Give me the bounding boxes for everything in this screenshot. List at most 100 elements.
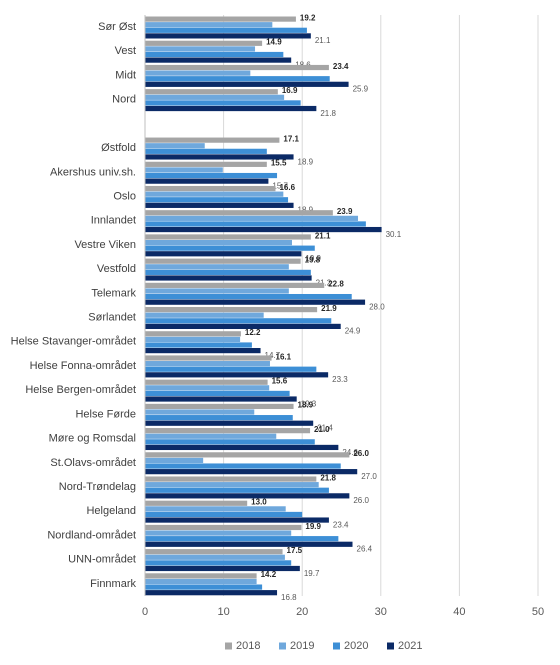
bar — [145, 154, 294, 160]
x-tick-label: 20 — [296, 606, 308, 618]
bar — [145, 226, 382, 233]
legend-label: 2018 — [236, 640, 260, 652]
bar — [145, 258, 301, 264]
data-label: 15.6 — [272, 377, 288, 386]
bar — [145, 541, 353, 547]
y-tick-label: Innlandet — [91, 215, 136, 227]
bar — [145, 16, 296, 22]
bar — [145, 318, 332, 324]
bar — [145, 76, 330, 82]
data-label: 23.4 — [333, 62, 349, 71]
data-label: 23.4 — [333, 520, 349, 529]
data-label: 22.8 — [328, 280, 344, 289]
bar — [145, 331, 241, 337]
data-label: 12.2 — [245, 328, 261, 337]
data-label: 18.9 — [298, 401, 314, 410]
data-label: 23.9 — [337, 207, 353, 216]
y-tick-label: Møre og Romsdal — [49, 433, 136, 445]
data-label: 17.1 — [283, 134, 299, 143]
x-tick-label: 0 — [142, 606, 148, 618]
bar — [145, 323, 341, 329]
bar — [145, 251, 302, 257]
bar — [145, 143, 205, 149]
x-tick-label: 40 — [453, 606, 465, 618]
y-tick-label: UNN-området — [68, 554, 136, 566]
bar — [145, 355, 272, 361]
data-label: 13.0 — [251, 498, 267, 507]
data-label: 28.0 — [369, 303, 385, 312]
bar — [145, 70, 251, 76]
y-tick-label: Østfold — [101, 142, 136, 154]
y-tick-label: Sørlandet — [88, 312, 136, 324]
bar — [145, 40, 263, 46]
bar — [145, 379, 268, 385]
y-tick-label: Nord — [112, 94, 136, 106]
bar — [145, 81, 349, 87]
bar — [145, 530, 292, 536]
bar — [145, 428, 311, 434]
data-label: 24.9 — [345, 327, 361, 336]
bar — [145, 463, 341, 469]
bar — [145, 22, 273, 28]
bar — [145, 336, 241, 343]
data-label: 19.9 — [305, 522, 321, 531]
data-label: 14.2 — [261, 570, 277, 579]
bar — [145, 444, 339, 451]
data-label: 19.9 — [305, 254, 321, 263]
data-label: 27.0 — [361, 472, 377, 481]
y-tick-label: St.Olavs-området — [50, 457, 136, 469]
bar — [145, 493, 350, 499]
bar — [145, 482, 319, 488]
bar — [145, 554, 285, 560]
data-label: 21.8 — [320, 109, 336, 118]
bar — [145, 89, 278, 95]
x-tick-label: 10 — [217, 606, 229, 618]
bar — [145, 403, 294, 410]
bar — [145, 452, 350, 458]
data-label: 16.9 — [282, 86, 298, 95]
bar — [145, 167, 223, 173]
legend-marker — [225, 642, 232, 650]
bar — [145, 234, 311, 240]
data-label: 19.2 — [300, 13, 316, 22]
bar — [145, 433, 277, 439]
bar — [145, 221, 366, 227]
bar — [145, 457, 204, 464]
y-tick-label: Finnmark — [90, 578, 136, 590]
data-label: 18.9 — [298, 157, 314, 166]
y-tick-label: Nordland-området — [47, 529, 136, 541]
bar — [145, 299, 366, 305]
bar — [145, 342, 252, 348]
bar — [145, 210, 333, 216]
bar — [145, 288, 289, 294]
bar — [145, 565, 300, 572]
bar — [145, 178, 269, 184]
y-tick-label: Vestre Viken — [74, 239, 136, 251]
data-label: 19.8 — [305, 255, 321, 264]
bar — [145, 584, 263, 590]
bar — [145, 312, 264, 318]
bar — [145, 264, 289, 270]
x-tick-label: 50 — [532, 606, 544, 618]
data-label: 26.4 — [357, 545, 373, 554]
legend-label: 2020 — [344, 640, 368, 652]
legend-label: 2019 — [290, 640, 314, 652]
bar — [145, 33, 311, 39]
bar — [145, 500, 248, 506]
data-label: 21.8 — [320, 473, 336, 482]
bar — [145, 487, 329, 493]
data-label: 14.7 — [265, 351, 281, 360]
bar — [145, 27, 307, 33]
data-label: 21.9 — [321, 304, 337, 313]
bar — [145, 372, 329, 378]
bar — [145, 100, 301, 106]
data-label: 16.1 — [276, 352, 292, 361]
y-tick-label: Vestfold — [97, 263, 136, 275]
bar — [145, 549, 283, 555]
bar — [145, 51, 284, 58]
bar — [145, 511, 303, 518]
bar — [145, 245, 315, 251]
data-label: 19.3 — [301, 399, 317, 408]
bar — [145, 476, 317, 482]
